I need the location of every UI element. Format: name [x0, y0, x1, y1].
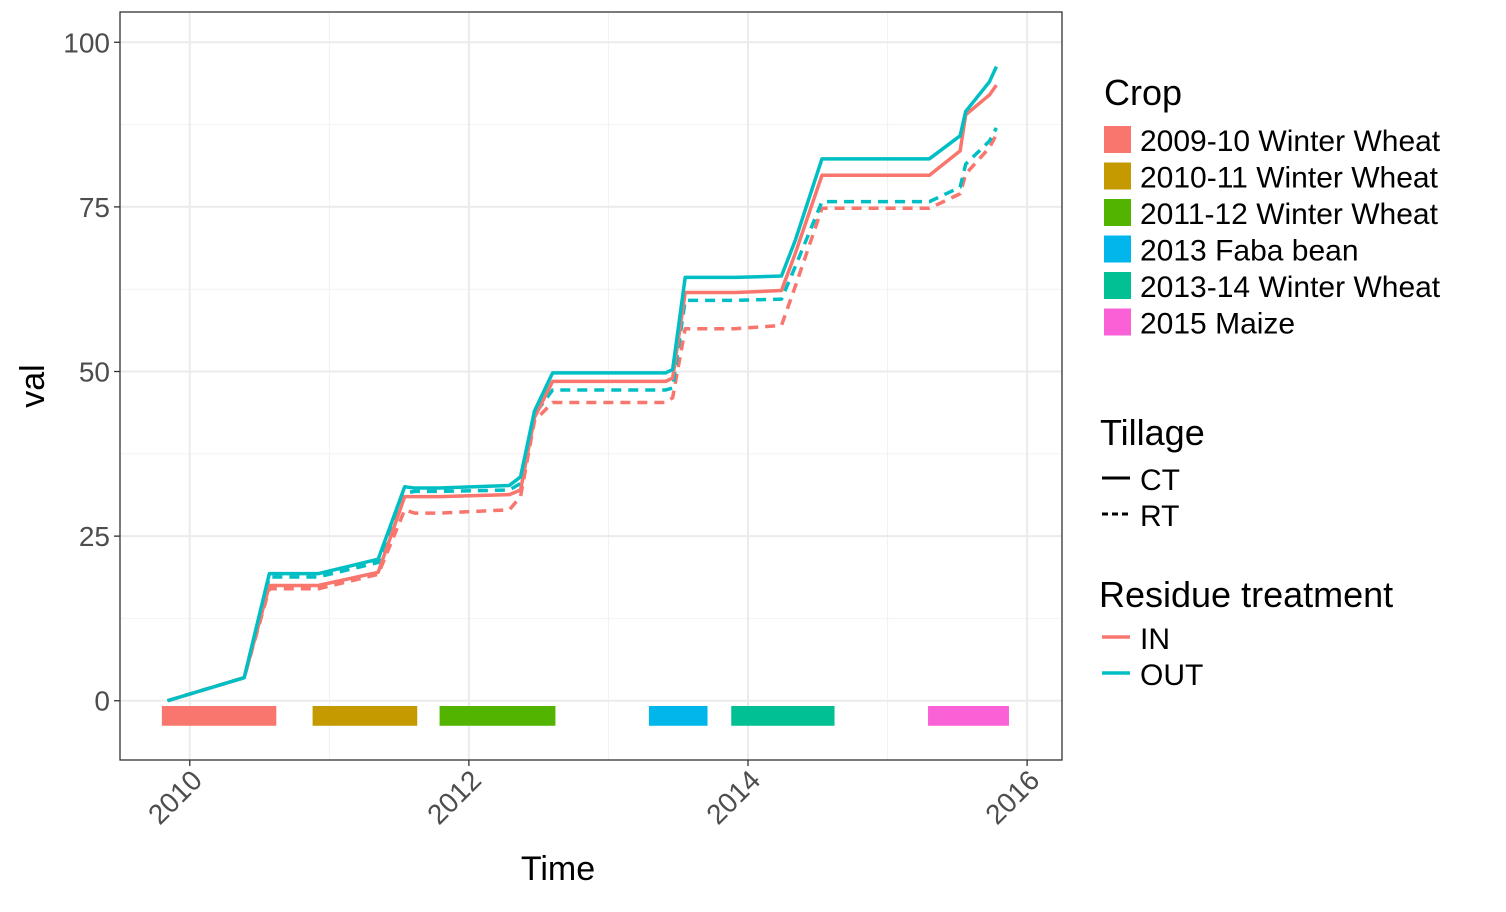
legend-crop-swatch [1104, 199, 1131, 226]
y-tick-label: 25 [79, 521, 110, 552]
legend: Crop 2009-10 Winter Wheat 2010-11 Winter … [1099, 72, 1441, 692]
crop-bar [161, 706, 277, 726]
legend-crop-label: 2011-12 Winter Wheat [1140, 198, 1439, 231]
plot-border [119, 11, 1063, 761]
legend-crop-swatch [1104, 162, 1131, 190]
x-tick-label: 2016 [979, 764, 1045, 830]
legend-residue-title: Residue treatment [1099, 574, 1393, 615]
legend-residue-label: IN [1140, 623, 1170, 656]
crop-bar [312, 706, 418, 726]
legend-crop-swatch [1104, 235, 1131, 263]
legend-tillage-label: CT [1140, 464, 1180, 497]
x-tick-label: 2010 [142, 764, 208, 830]
legend-residue-label: OUT [1140, 659, 1203, 692]
series-lines [166, 65, 998, 703]
legend-crop-title: Crop [1104, 72, 1182, 113]
y-axis-label: val [14, 364, 52, 407]
legend-crop-swatch [1104, 308, 1131, 336]
crop-bars [161, 706, 1009, 726]
legend-crop-label: 2015 Maize [1140, 308, 1295, 341]
legend-crop-swatch [1104, 272, 1131, 299]
x-tick-label: 2012 [421, 764, 487, 830]
legend-tillage-title: Tillage [1100, 412, 1205, 453]
x-axis: 2010 2012 2014 2016 [142, 760, 1045, 830]
crop-bar [648, 706, 708, 726]
y-tick-label: 50 [79, 357, 110, 388]
y-tick-label: 0 [94, 686, 110, 717]
legend-crop-label: 2009-10 Winter Wheat [1140, 125, 1441, 158]
y-tick-label: 100 [63, 27, 110, 58]
series-line-CT-OUT [166, 65, 998, 703]
legend-crop-label: 2010-11 Winter Wheat [1140, 162, 1439, 195]
crop-bar [731, 706, 835, 726]
series-line-RT-IN [166, 133, 998, 703]
series-line-CT-IN [166, 84, 998, 703]
crop-bar [928, 706, 1009, 726]
legend-tillage-label: RT [1140, 500, 1179, 533]
x-axis-label: Time [521, 850, 595, 888]
x-tick-label: 2014 [700, 764, 766, 830]
grid [120, 12, 1062, 760]
y-axis: 0 25 50 75 100 [63, 27, 120, 717]
series-line-RT-OUT [166, 127, 998, 703]
crop-bar [439, 706, 556, 726]
y-tick-label: 75 [79, 192, 110, 223]
legend-crop-label: 2013-14 Winter Wheat [1140, 271, 1441, 304]
legend-crop-label: 2013 Faba bean [1140, 235, 1359, 268]
legend-crop-swatch [1104, 126, 1131, 153]
